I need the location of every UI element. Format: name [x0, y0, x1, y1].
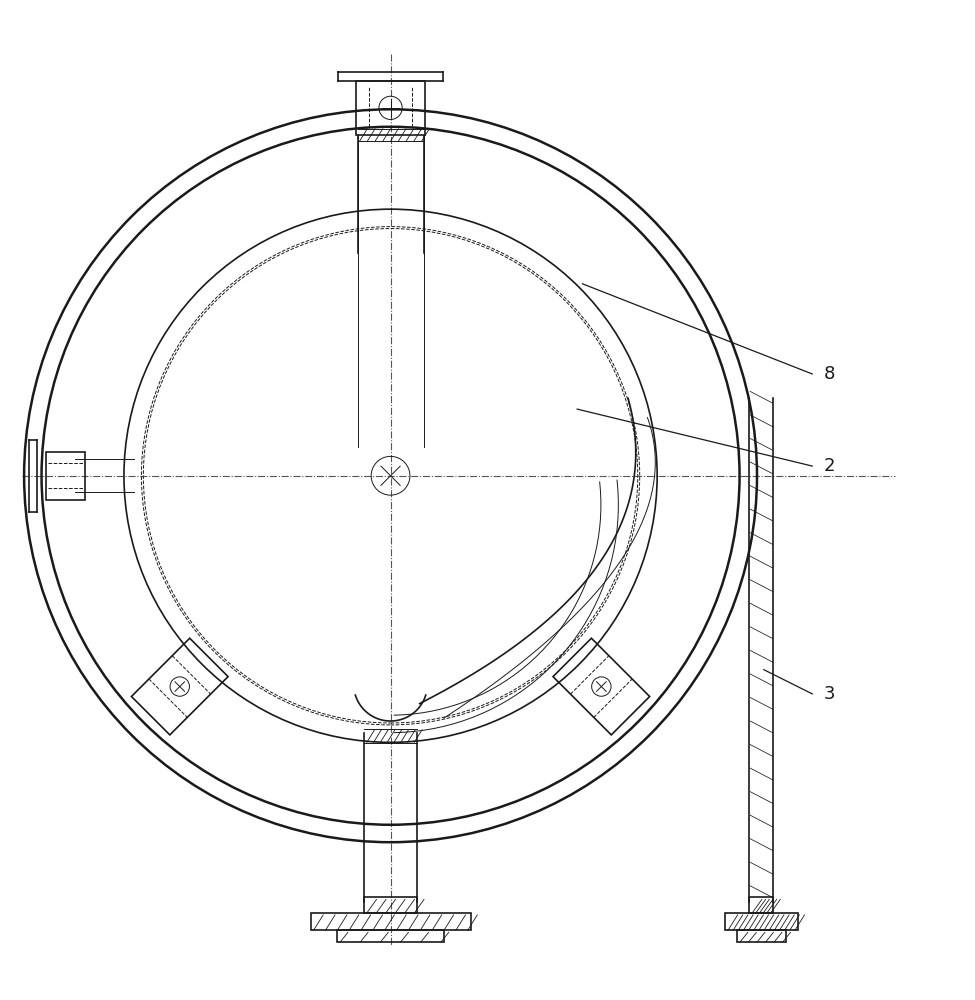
Bar	[725, 913, 798, 930]
Bar	[364, 897, 417, 913]
Text: 2: 2	[824, 457, 836, 475]
Bar	[311, 913, 471, 930]
Bar	[356, 81, 425, 135]
Bar	[337, 930, 444, 942]
Text: 3: 3	[824, 685, 836, 703]
Bar	[749, 897, 773, 913]
Bar	[47, 452, 85, 500]
Text: 8: 8	[824, 365, 836, 383]
Bar	[737, 930, 786, 942]
